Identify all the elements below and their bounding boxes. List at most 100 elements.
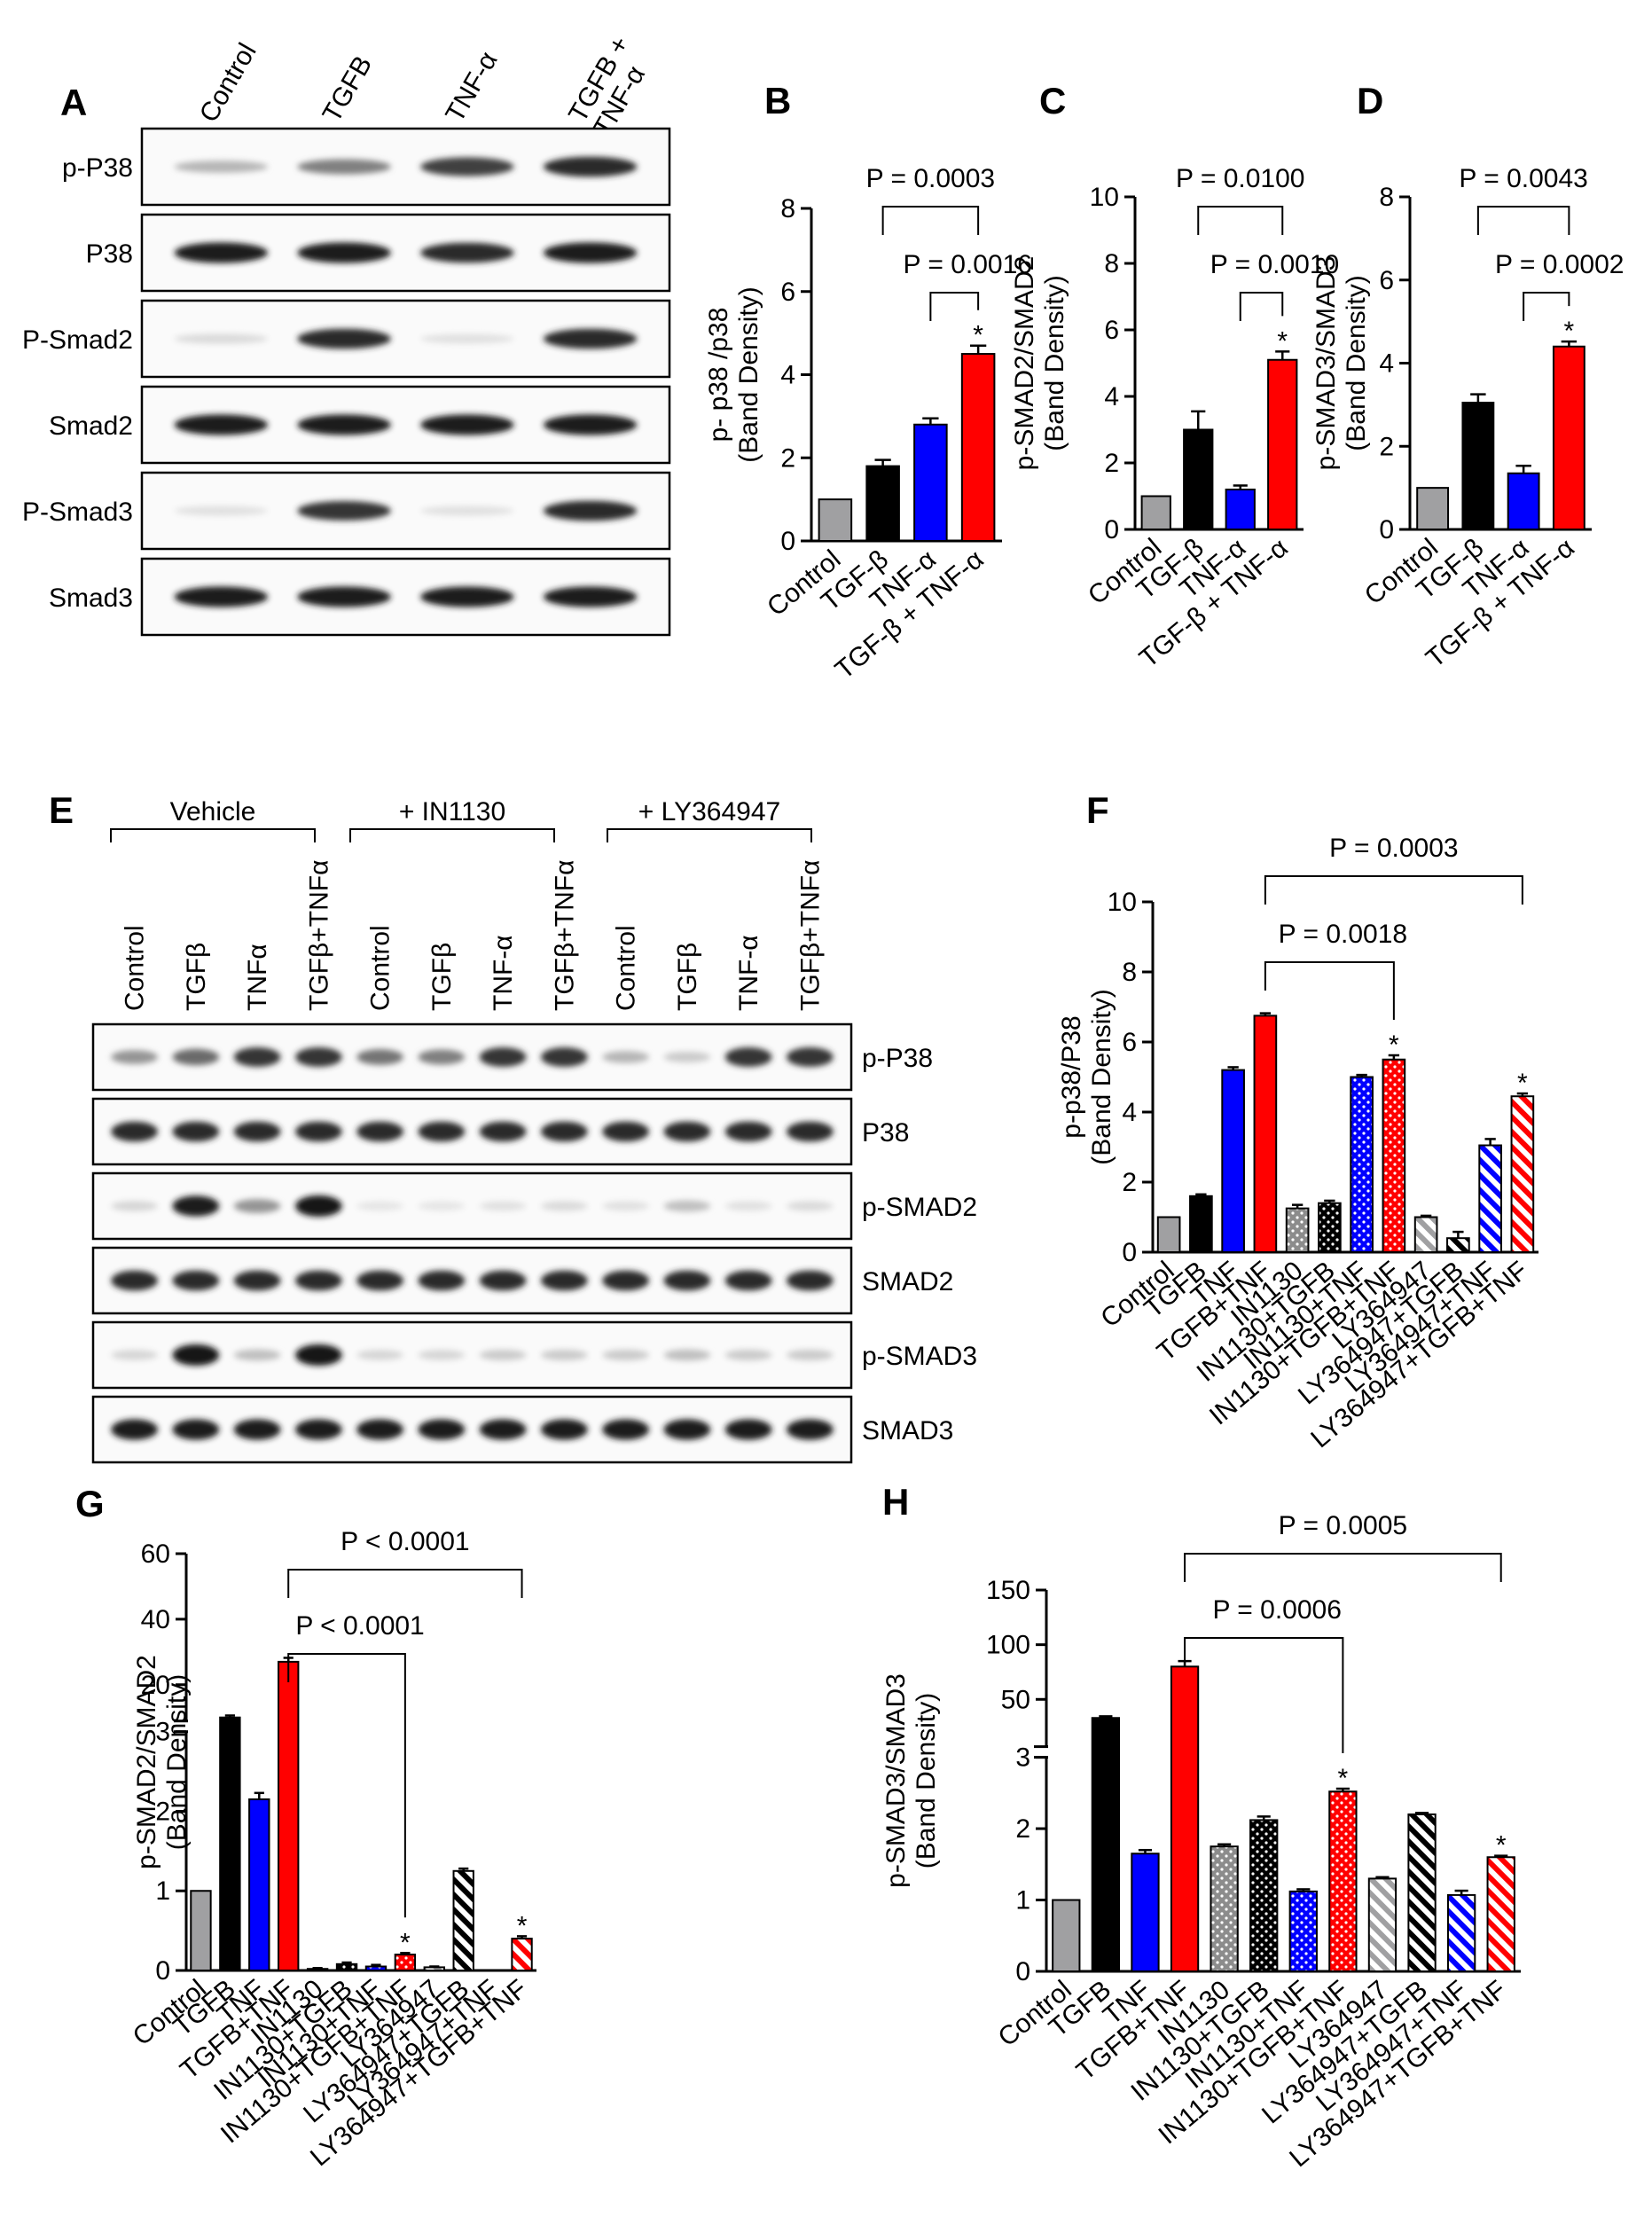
bar — [364, 1965, 388, 1972]
blot-band — [663, 1419, 711, 1440]
lane-label-line: TGFβ+TNFα — [795, 860, 825, 1011]
lane-label: TGFB +TNF-α — [563, 31, 660, 141]
bar — [219, 1716, 241, 1971]
significance-star: * — [1277, 326, 1288, 356]
pvalue-label: P = 0.0002 — [1495, 250, 1624, 279]
blot-band — [787, 1121, 834, 1142]
panel-letter-b: B — [764, 80, 791, 121]
bar — [1170, 1665, 1200, 1973]
group-label: + IN1130 — [399, 797, 505, 826]
pvalue-label: P = 0.0005 — [1279, 1511, 1407, 1540]
blot-band — [418, 1270, 466, 1291]
blot-band — [174, 161, 269, 173]
pvalue-bracket — [1239, 292, 1284, 321]
pvalue-label: P = 0.0043 — [1459, 164, 1587, 193]
y-axis-label-line: p-SMAD2/SMAD2 — [132, 1655, 161, 1869]
pvalue-label: P < 0.0001 — [341, 1527, 469, 1556]
blot-band — [543, 414, 638, 435]
y-axis-label-line: (Band Density) — [1342, 275, 1371, 450]
blot-band — [663, 1051, 711, 1063]
pvalue-label: P = 0.0010 — [1210, 250, 1339, 279]
blot-band — [602, 1201, 649, 1211]
blot-band — [663, 1270, 711, 1291]
blot-band — [543, 500, 638, 521]
blot-band — [295, 1344, 342, 1366]
blot-band — [418, 1419, 466, 1440]
blot-band — [233, 1270, 281, 1291]
pvalue-label: P = 0.0016 — [904, 250, 1032, 279]
panel-letter-g: G — [75, 1483, 105, 1524]
blot-band — [297, 501, 391, 521]
blot-band — [111, 1201, 158, 1211]
y-tick-label: 100 — [986, 1631, 1030, 1660]
bar — [1416, 487, 1450, 530]
bar — [1507, 472, 1540, 530]
blot-band — [356, 1121, 403, 1142]
blot-band — [541, 1349, 588, 1361]
blot-label: P38 — [86, 239, 133, 269]
y-axis-label: p-SMAD3/SMAD3(Band Density) — [1311, 256, 1371, 471]
blot-band — [356, 1201, 403, 1211]
lane-label: Control — [366, 925, 395, 1011]
pvalue-label: P = 0.0100 — [1176, 164, 1304, 193]
blot-band — [295, 1121, 342, 1142]
blot-label: p-SMAD2 — [862, 1193, 977, 1222]
bar — [190, 1890, 212, 1972]
lane-label: TGFB — [317, 51, 379, 128]
blot-band — [541, 1121, 588, 1142]
bar — [1253, 1014, 1278, 1253]
lane-label: TNF-α — [440, 47, 503, 128]
bar — [1052, 1899, 1081, 1973]
blot-band — [787, 1270, 834, 1291]
blot-label: p-P38 — [62, 153, 133, 183]
blot-band — [233, 1047, 281, 1067]
bar — [1288, 1890, 1318, 1973]
pvalue-bracket — [881, 206, 980, 235]
pvalue-label: P = 0.0018 — [1279, 920, 1407, 949]
blot-frame — [91, 1395, 853, 1464]
bar — [1285, 1207, 1310, 1253]
chart-h: H 0 1 2 3 50 100 150 p-SMAD3/SMAD3(Band Density)… — [881, 1481, 1521, 2173]
blot-band — [356, 1419, 403, 1440]
blot-label: p-P38 — [862, 1044, 933, 1073]
blot-band — [479, 1270, 527, 1291]
y-tick-label: 8 — [780, 194, 795, 223]
y-tick-label: 2 — [1122, 1168, 1137, 1197]
lane-label: TGFβ — [182, 943, 211, 1011]
pvalue-label: P = 0.0006 — [1212, 1595, 1341, 1625]
blot-band — [724, 1121, 772, 1142]
blot-band — [541, 1047, 588, 1067]
blot-band — [172, 1270, 220, 1291]
y-tick-label: 6 — [780, 278, 795, 307]
blot-band — [663, 1121, 711, 1142]
blot-band — [420, 586, 514, 607]
y-tick-label: 0 — [1122, 1238, 1137, 1267]
lane-label-line: TGFβ+TNFα — [304, 860, 333, 1011]
y-tick-label: 6 — [1104, 316, 1119, 345]
blot-band — [724, 1419, 772, 1440]
y-tick-label: 4 — [1379, 349, 1394, 379]
y-tick-label: 8 — [1122, 958, 1137, 987]
blot-band — [602, 1419, 649, 1440]
bar — [248, 1798, 270, 1972]
bar — [960, 353, 996, 542]
y-axis-label: p-p38/P38(Band Density) — [1057, 989, 1116, 1164]
blot-band — [418, 1049, 466, 1065]
blot-panel-a: Control TGFB TNF-α TGFB +TNF-α p-P38 P38 P-Sma… — [22, 31, 671, 637]
blot-label: P-Smad2 — [22, 325, 133, 355]
lane-label: TGFβ+TNFα — [795, 860, 825, 1011]
blot-band — [479, 1349, 527, 1361]
blot-band — [420, 414, 514, 435]
blot-label: SMAD3 — [862, 1416, 953, 1445]
y-tick-label: 1 — [1015, 1886, 1030, 1915]
lane-label: TGFβ+TNFα — [550, 860, 579, 1011]
blot-band — [418, 1201, 466, 1211]
blot-band — [420, 333, 514, 344]
y-axis-label-line: (Band Density) — [1087, 989, 1116, 1164]
bar — [1131, 1853, 1160, 1972]
blot-band — [172, 1419, 220, 1440]
panel-letter-a: A — [60, 82, 87, 123]
